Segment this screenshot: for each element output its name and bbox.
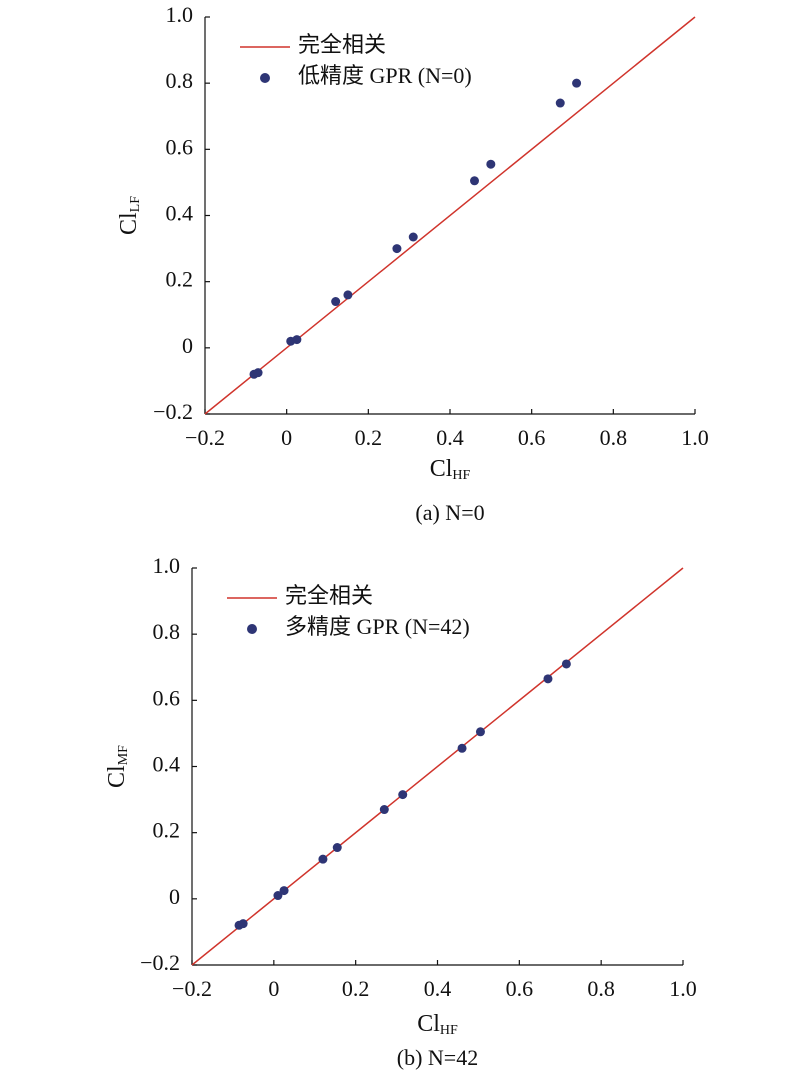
x-axis-label: ClHF — [430, 456, 471, 484]
point — [379, 805, 389, 815]
point — [273, 891, 283, 901]
x-tick-label: 1.0 — [681, 425, 709, 450]
point — [555, 98, 565, 108]
x-tick-label: 1.0 — [669, 976, 697, 1001]
y-tick-label: 0.6 — [166, 134, 194, 159]
y-axis-label-main: Cl — [104, 765, 130, 788]
legend-label: 多精度 GPR (N=42) — [285, 614, 470, 639]
y-tick-label: 0.4 — [153, 752, 181, 777]
y-tick-label: 0.2 — [166, 267, 194, 292]
point — [561, 659, 571, 669]
y-axis-label: ClLF — [116, 196, 144, 235]
point — [318, 854, 328, 864]
point — [475, 727, 485, 737]
y-tick-label: 0.2 — [153, 818, 181, 843]
y-tick-label: 1.0 — [153, 553, 181, 578]
point — [392, 244, 402, 254]
y-tick-label: 0 — [169, 884, 180, 909]
x-axis-label-sub: HF — [452, 468, 470, 483]
point — [238, 919, 248, 929]
point — [332, 843, 342, 853]
x-axis-label-main: Cl — [430, 456, 453, 482]
legend-label: 完全相关 — [298, 32, 386, 57]
caption: (a) N=0 — [415, 500, 484, 525]
x-tick-label: 0.2 — [355, 425, 383, 450]
point — [343, 290, 353, 300]
point — [253, 368, 263, 378]
point — [408, 232, 418, 242]
legend-label: 低精度 GPR (N=0) — [298, 63, 472, 88]
x-tick-label: −0.2 — [172, 976, 212, 1001]
y-tick-label: −0.2 — [140, 950, 180, 975]
point — [470, 176, 479, 186]
caption: (b) N=42 — [397, 1045, 478, 1070]
point — [543, 674, 553, 684]
y-tick-label: 0.8 — [153, 619, 181, 644]
correlation-line — [204, 16, 696, 415]
y-tick-label: 0 — [182, 333, 193, 358]
y-tick-label: 0.6 — [153, 685, 181, 710]
x-tick-label: 0 — [268, 976, 279, 1001]
y-tick-label: 1.0 — [166, 2, 194, 27]
x-axis-label-sub: HF — [440, 1023, 458, 1038]
y-axis-label-main: Cl — [116, 212, 142, 235]
x-tick-label: 0.8 — [600, 425, 628, 450]
x-tick-label: 0.6 — [518, 425, 546, 450]
legend-label: 完全相关 — [285, 583, 373, 608]
point — [457, 743, 467, 753]
y-tick-label: 0.8 — [166, 68, 194, 93]
x-axis-label-main: Cl — [417, 1011, 440, 1037]
legend-marker — [260, 73, 270, 83]
point — [398, 790, 408, 800]
x-tick-label: 0.2 — [342, 976, 370, 1001]
y-axis-label-sub: MF — [116, 745, 131, 765]
y-tick-label: −0.2 — [153, 399, 193, 424]
point — [331, 297, 341, 307]
x-tick-label: 0.8 — [587, 976, 615, 1001]
point — [486, 159, 496, 169]
y-axis-label-sub: LF — [128, 196, 143, 213]
x-tick-label: 0.4 — [436, 425, 464, 450]
y-tick-label: 0.4 — [166, 201, 194, 226]
x-axis-label: ClHF — [417, 1011, 458, 1039]
correlation-line — [191, 567, 684, 966]
x-tick-label: 0 — [281, 425, 292, 450]
x-tick-label: 0.6 — [506, 976, 534, 1001]
point — [292, 335, 302, 345]
legend-marker — [247, 624, 257, 634]
y-axis-label: ClMF — [104, 745, 132, 788]
point — [279, 886, 289, 896]
x-tick-label: −0.2 — [185, 425, 225, 450]
x-tick-label: 0.4 — [424, 976, 452, 1001]
point — [572, 78, 582, 88]
